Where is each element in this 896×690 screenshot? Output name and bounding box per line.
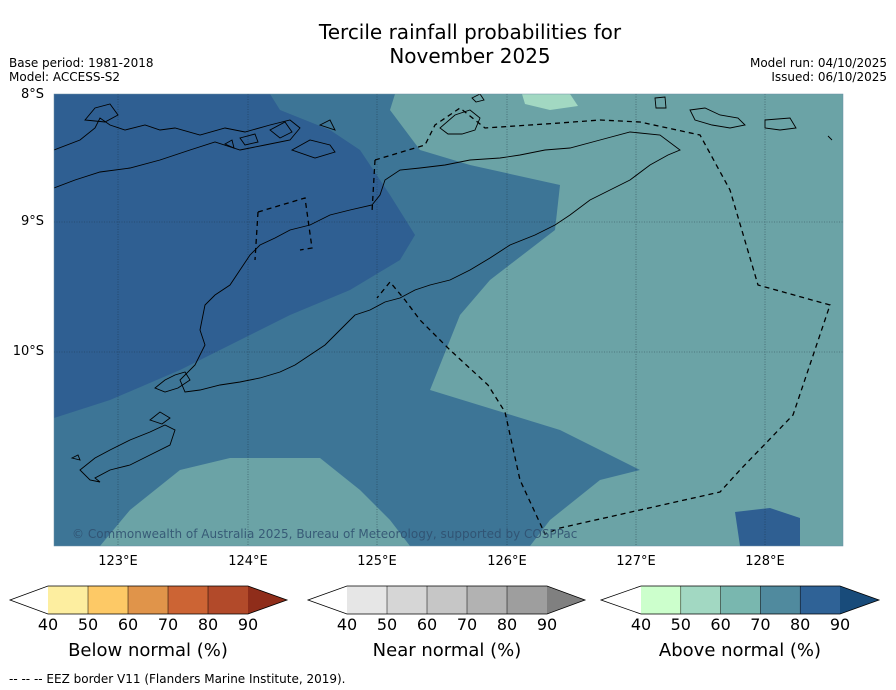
issued-date: Issued: 06/10/2025 bbox=[771, 70, 887, 84]
lat-label-10s: 10°S bbox=[12, 344, 44, 359]
colorbar-tick-label: 60 bbox=[710, 615, 731, 634]
colorbar-segment bbox=[641, 586, 681, 614]
meta-left: Base period: 1981-2018 Model: ACCESS-S2 bbox=[9, 56, 154, 84]
colorbar-segment bbox=[720, 586, 761, 614]
colorbar-segment bbox=[760, 586, 801, 614]
colorbar-title: Below normal (%) bbox=[68, 640, 228, 661]
colorbar-outline bbox=[599, 585, 881, 615]
colorbar-segment bbox=[680, 586, 721, 614]
lon-label-128e: 128°E bbox=[745, 554, 785, 569]
colorbars bbox=[8, 585, 881, 615]
colorbar-tick-label: 70 bbox=[157, 615, 179, 634]
colorbar-tick-label: 50 bbox=[670, 615, 691, 634]
lon-label-127e: 127°E bbox=[616, 554, 656, 569]
map-frame bbox=[53, 93, 844, 547]
colorbar-extend-low bbox=[308, 586, 347, 614]
colorbar-tick-label: 40 bbox=[37, 615, 59, 634]
colorbar-tick-label: 80 bbox=[790, 615, 811, 634]
colorbar-extend-high bbox=[547, 586, 585, 614]
colorbar-segment bbox=[88, 586, 128, 614]
colorbar-tick-label: 70 bbox=[456, 615, 478, 634]
colorbar-extend-low bbox=[10, 586, 48, 614]
model-run: Model run: 04/10/2025 bbox=[749, 56, 887, 70]
colorbar-1 bbox=[8, 585, 289, 615]
coastlines bbox=[54, 94, 833, 483]
eez-footnote: -- -- -- EEZ border V11 (Flanders Marine… bbox=[9, 672, 346, 686]
lon-label-126e: 126°E bbox=[487, 554, 527, 569]
probability-zone-80-90-se bbox=[735, 508, 800, 546]
colorbar-tick-label: 70 bbox=[750, 615, 771, 634]
lon-label-123e: 123°E bbox=[98, 554, 138, 569]
colorbar-tick-label: 80 bbox=[197, 615, 219, 634]
lat-label-9s: 9°S bbox=[20, 214, 44, 229]
probability-zone-60-70-south bbox=[100, 458, 410, 546]
colorbar-segment bbox=[507, 586, 547, 614]
eez-borders bbox=[254, 107, 831, 535]
colorbar-extend-low bbox=[601, 586, 641, 614]
colorbar-segment bbox=[347, 586, 387, 614]
colorbar-segment bbox=[800, 586, 840, 614]
map-area bbox=[54, 94, 843, 546]
title-line-1: Tercile rainfall probabilities for bbox=[318, 20, 622, 44]
colorbar-segment bbox=[208, 586, 248, 614]
lat-label-8s: 8°S bbox=[20, 87, 44, 102]
colorbar-outline bbox=[306, 585, 587, 615]
colorbar-outline bbox=[8, 585, 289, 615]
colorbar-2 bbox=[306, 585, 587, 615]
colorbar-segment bbox=[427, 586, 467, 614]
colorbar-segment bbox=[387, 586, 427, 614]
colorbar-extend-high bbox=[840, 586, 879, 614]
colorbar-tick-label: 50 bbox=[376, 615, 398, 634]
colorbar-title: Near normal (%) bbox=[372, 640, 522, 661]
colorbar-segment bbox=[48, 586, 88, 614]
colorbar-segment bbox=[128, 586, 168, 614]
chart-title: Tercile rainfall probabilities for Novem… bbox=[0, 20, 896, 68]
meta-right: Model run: 04/10/2025 Issued: 06/10/2025 bbox=[750, 56, 887, 84]
colorbar-3 bbox=[599, 585, 881, 615]
colorbar-segment bbox=[467, 586, 507, 614]
model-name: Model: ACCESS-S2 bbox=[9, 70, 121, 84]
probability-zone-80-90 bbox=[54, 94, 415, 418]
lon-label-124e: 124°E bbox=[228, 554, 268, 569]
base-period: Base period: 1981-2018 bbox=[9, 56, 154, 70]
colorbar-tick-label: 60 bbox=[117, 615, 139, 634]
colorbar-segment bbox=[168, 586, 208, 614]
colorbar-tick-label: 90 bbox=[237, 615, 259, 634]
colorbar-title: Above normal (%) bbox=[658, 640, 822, 661]
colorbar-tick-label: 60 bbox=[416, 615, 438, 634]
colorbar-tick-label: 80 bbox=[496, 615, 518, 634]
colorbar-tick-label: 40 bbox=[336, 615, 358, 634]
colorbar-tick-label: 50 bbox=[77, 615, 99, 634]
title-line-2: November 2025 bbox=[389, 44, 551, 68]
probability-zone-50-60 bbox=[522, 94, 578, 110]
colorbar-tick-label: 90 bbox=[536, 615, 558, 634]
copyright-credit: © Commonwealth of Australia 2025, Bureau… bbox=[72, 527, 578, 541]
lon-label-125e: 125°E bbox=[357, 554, 397, 569]
colorbar-extend-high bbox=[248, 586, 287, 614]
colorbar-tick-label: 40 bbox=[630, 615, 652, 634]
colorbar-tick-label: 90 bbox=[829, 615, 851, 634]
